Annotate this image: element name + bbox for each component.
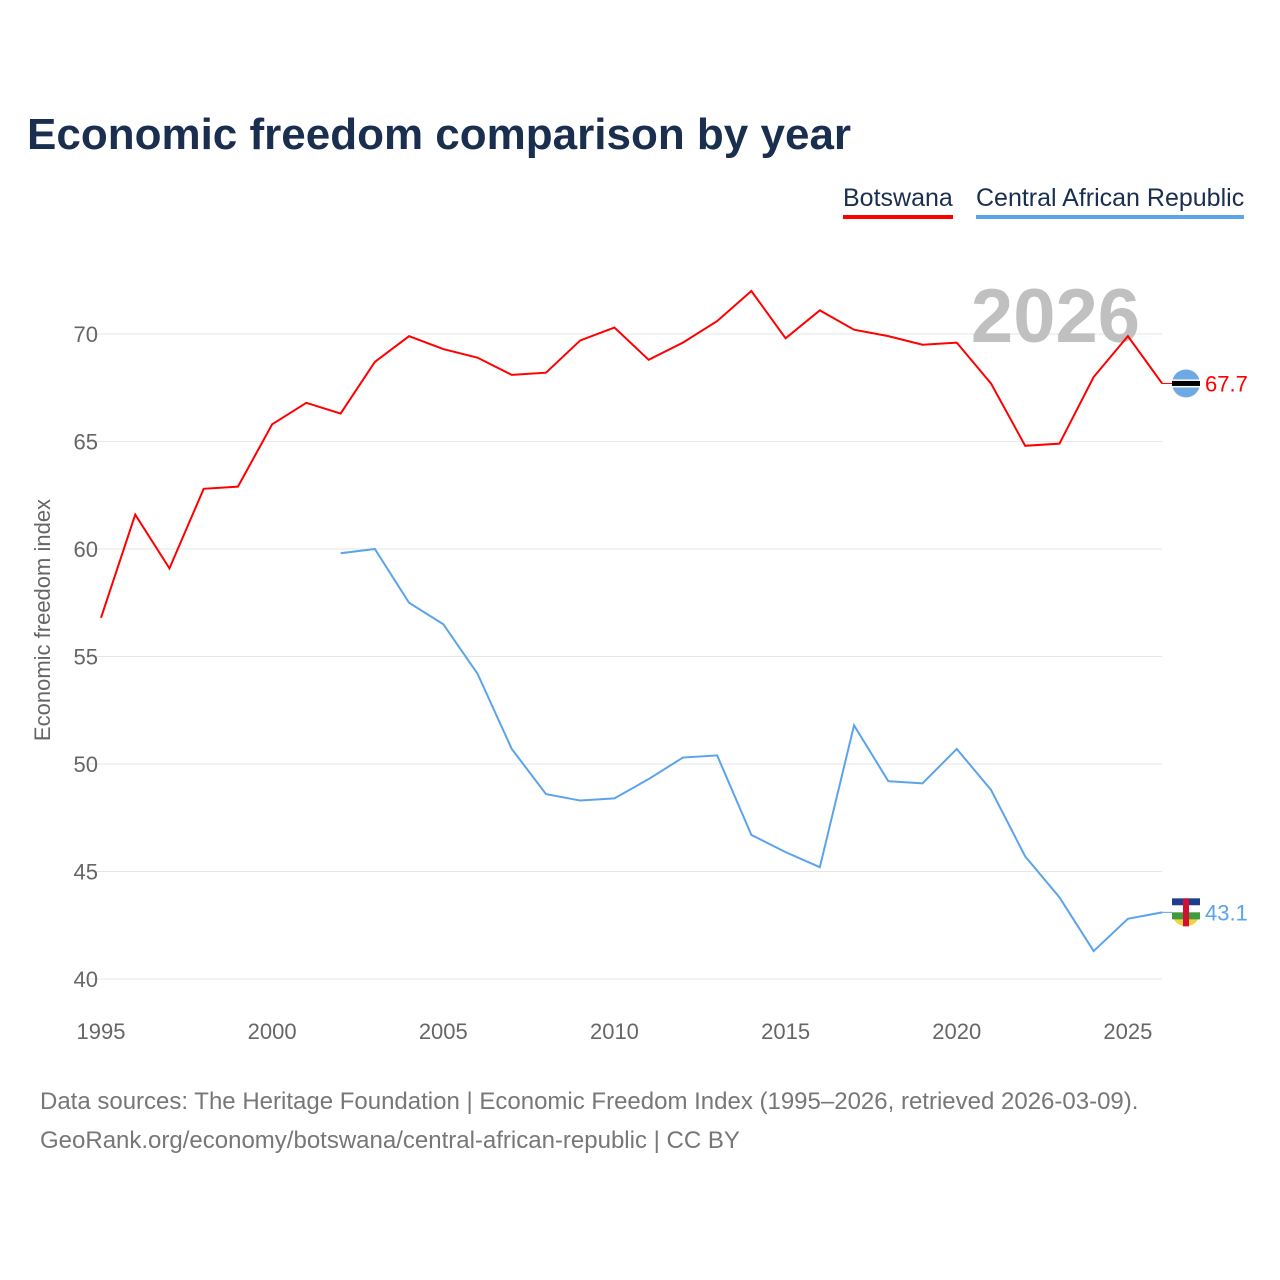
- legend-botswana[interactable]: Botswana: [843, 184, 953, 219]
- flag-stripe: [1183, 898, 1189, 927]
- series-line-car: [340, 547, 1163, 953]
- footer-link[interactable]: GeoRank.org/economy/botswana/central-afr…: [40, 1127, 740, 1154]
- y-tick-label: 65: [74, 430, 98, 455]
- y-tick-label: 60: [74, 537, 98, 562]
- y-tick-label: 50: [74, 752, 98, 777]
- legend-central-african-republic[interactable]: Central African Republic: [976, 184, 1245, 219]
- y-tick-label: 40: [74, 967, 98, 992]
- x-tick-label: 1995: [77, 1019, 126, 1044]
- y-tick-label: 55: [74, 645, 98, 670]
- x-tick-label: 2015: [761, 1019, 810, 1044]
- x-tick-label: 2020: [932, 1019, 981, 1044]
- y-tick-label: 70: [74, 322, 98, 347]
- x-tick-label: 2005: [419, 1019, 468, 1044]
- flag-stripe: [1172, 380, 1200, 386]
- x-tick-label: 2010: [590, 1019, 639, 1044]
- x-tick-label: 2025: [1103, 1019, 1152, 1044]
- x-tick-label: 2000: [248, 1019, 297, 1044]
- end-value-label: 43.1: [1205, 900, 1248, 925]
- footer-sources: Data sources: The Heritage Foundation | …: [40, 1088, 1139, 1115]
- chart-title: Economic freedom comparison by year: [27, 110, 852, 159]
- end-value-label: 67.7: [1205, 371, 1248, 396]
- y-tick-label: 45: [74, 860, 98, 885]
- y-axis-label: Economic freedom index: [30, 499, 55, 741]
- series-line-botswana: [100, 289, 1163, 619]
- year-watermark: 2026: [971, 274, 1140, 359]
